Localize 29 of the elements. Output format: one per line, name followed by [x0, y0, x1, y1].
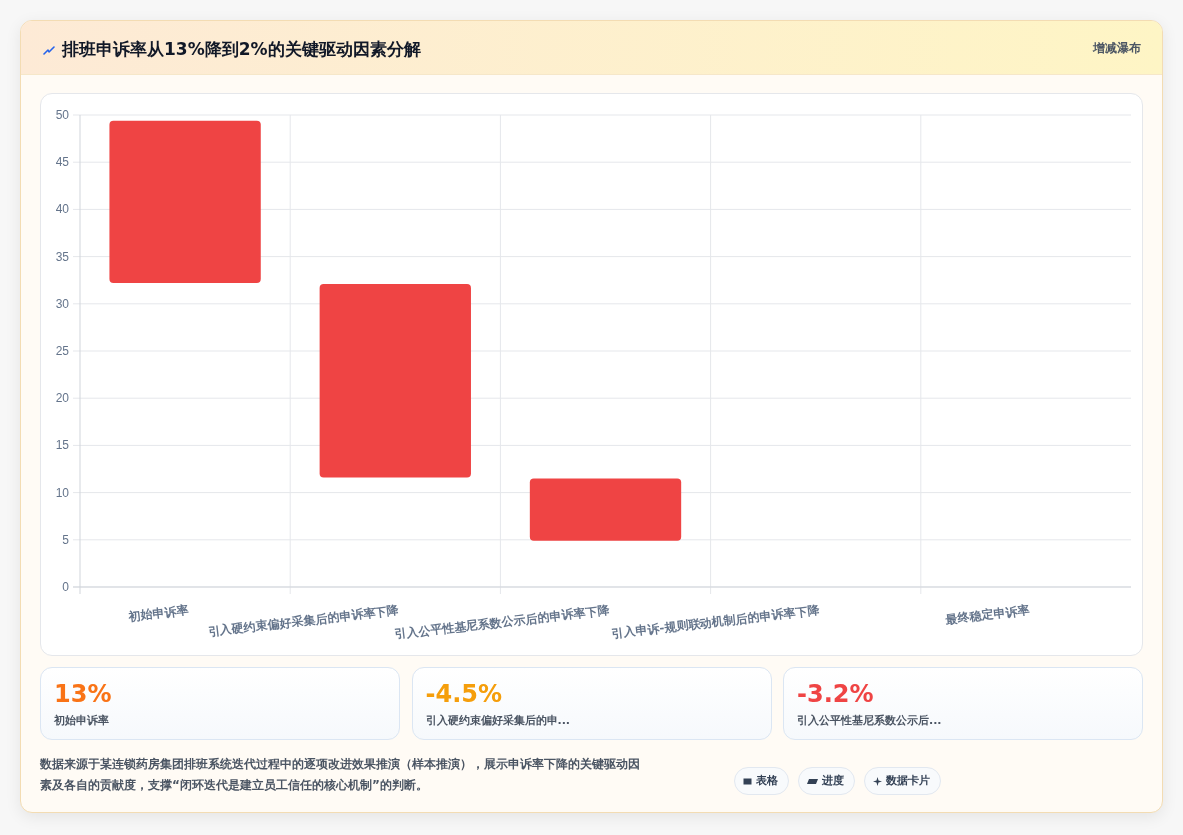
y-tick-label: 40 — [55, 202, 70, 217]
text: 初始申诉率 — [54, 713, 109, 729]
text: 表格 — [756, 773, 778, 789]
bar — [109, 120, 261, 284]
y-tick-label: 30 — [55, 296, 70, 311]
y-tick-label: 0 — [62, 580, 70, 594]
text: 进度 — [822, 773, 844, 789]
y-tick-label: 45 — [55, 155, 70, 170]
y-tick-label: 50 — [55, 108, 70, 122]
text: -4.5% — [425, 679, 503, 709]
text: 13% — [54, 679, 112, 709]
chart-subtitle: 增减瀑布 — [1093, 40, 1141, 56]
bar — [319, 283, 471, 478]
x-tick-label: 初始申诉率 — [127, 603, 190, 624]
y-tick-label: 20 — [55, 391, 70, 406]
y-tick-label: 35 — [55, 249, 70, 264]
text: 引入公平性基尼系数公示后... — [797, 713, 942, 729]
chart-title: 排班申诉率从13%降到2%的关键驱动因素分解 — [62, 38, 421, 61]
x-tick-label: 最终稳定申诉率 — [944, 603, 1031, 627]
y-tick-label: 15 — [55, 438, 70, 453]
x-tick-label: 引入申诉-规则联动机制后的申诉率下降 — [610, 602, 822, 641]
y-tick-label: 5 — [62, 532, 70, 547]
text: 数据卡片 — [886, 773, 930, 789]
text: -3.2% — [797, 679, 874, 709]
text: 引入硬约束偏好采集后的申... — [425, 713, 571, 729]
y-tick-label: 25 — [55, 344, 70, 358]
text: 数据来源于某连锁药房集团排班系统迭代过程中的逐项改进效果推演（样本推演），展示申诉率下降的关键驱动因素及各自的贡献度，支撑“闭环迭代是建立员工信任的核心机制”的判断。 — [40, 756, 641, 794]
y-tick-label: 10 — [55, 485, 70, 500]
bar — [529, 478, 682, 541]
